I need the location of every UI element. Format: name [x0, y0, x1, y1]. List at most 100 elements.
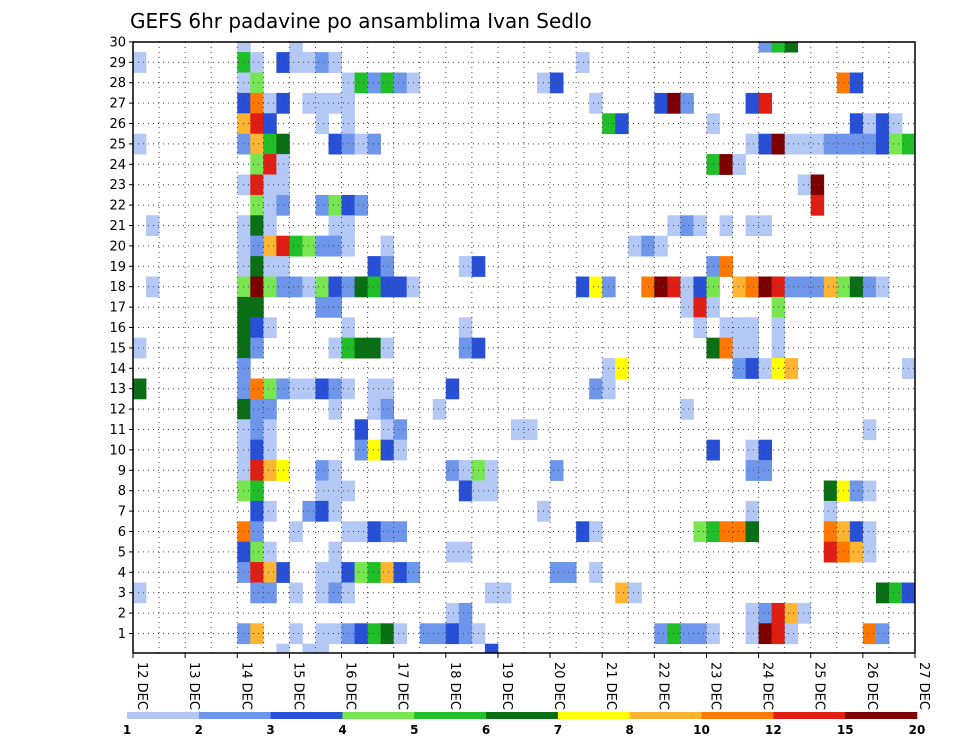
heatmap-cell: [693, 276, 707, 298]
heatmap-cell: [719, 215, 733, 237]
heatmap-cell: [862, 480, 877, 502]
heatmap-cell: [263, 113, 277, 135]
y-tick-label: 3: [118, 586, 126, 601]
heatmap-cell: [250, 154, 264, 175]
heatmap-cell: [393, 623, 408, 645]
heatmap-cell: [745, 317, 759, 339]
heatmap-cell: [146, 215, 160, 237]
heatmap-cell: [445, 541, 460, 563]
heatmap-cell: [849, 72, 864, 94]
heatmap-cell: [250, 235, 264, 257]
heatmap-cell: [745, 92, 759, 114]
heatmap-cell: [563, 562, 577, 583]
x-tick-label: 16 DEC: [343, 662, 358, 710]
heatmap-cell: [550, 562, 564, 583]
heatmap-cell: [458, 623, 473, 645]
heatmap-cell: [263, 562, 277, 583]
heatmap-cell: [654, 235, 668, 257]
heatmap-cell: [289, 378, 303, 400]
heatmap-cell: [263, 582, 277, 604]
y-tick-label: 23: [109, 178, 126, 193]
heatmap-cell: [328, 215, 342, 237]
heatmap-cell: [862, 419, 877, 441]
heatmap-cell: [419, 623, 434, 645]
heatmap-cell: [263, 215, 277, 237]
heatmap-cell: [315, 643, 329, 654]
heatmap-cell: [589, 92, 603, 114]
heatmap-cell: [432, 398, 447, 420]
y-tick-label: 18: [109, 280, 126, 295]
heatmap-cell: [250, 419, 264, 441]
heatmap-cell: [849, 521, 864, 543]
heatmap-cell: [888, 582, 903, 604]
heatmap-cell: [328, 398, 342, 420]
heatmap-cell: [771, 42, 786, 53]
heatmap-cell: [328, 460, 342, 481]
legend-color-swatch: [270, 712, 343, 719]
heatmap-cell: [289, 521, 303, 543]
heatmap-cell: [524, 419, 538, 441]
heatmap-cell: [654, 623, 668, 645]
heatmap-cell: [484, 582, 499, 604]
y-tick-label: 24: [109, 158, 126, 173]
heatmap-cell: [732, 154, 746, 175]
heatmap-cell: [458, 541, 473, 563]
heatmap-cell: [484, 480, 499, 502]
color-legend: 1 2 3 4 5 6 7 8 10 12 15 20: [123, 712, 926, 737]
heatmap-cell: [263, 174, 277, 196]
heatmap-cell: [367, 623, 382, 645]
heatmap-cell: [719, 337, 733, 359]
heatmap-cell: [719, 317, 733, 339]
heatmap-cell: [263, 235, 277, 257]
heatmap-cell: [354, 337, 368, 359]
heatmap-cell: [784, 42, 799, 53]
heatmap-cell: [823, 276, 838, 298]
heatmap-cell: [745, 133, 759, 155]
heatmap-cell: [784, 276, 799, 298]
legend-label: 20: [909, 723, 926, 737]
heatmap-cell: [380, 419, 395, 441]
y-tick-label: 2: [118, 607, 126, 622]
heatmap-cell: [758, 42, 773, 53]
y-tick-label: 28: [109, 76, 126, 91]
heatmap-cell: [328, 582, 342, 604]
heatmap-cell: [315, 52, 329, 73]
heatmap-cell: [484, 460, 499, 481]
heatmap-cell: [458, 256, 473, 277]
heatmap-cell: [589, 276, 603, 298]
x-tick-label: 19 DEC: [499, 662, 514, 710]
heatmap-cell: [250, 317, 264, 339]
heatmap-cell: [745, 521, 759, 543]
heatmap-cell: [367, 256, 382, 277]
x-tick-label: 22 DEC: [655, 662, 670, 710]
heatmap-cell: [328, 235, 342, 257]
heatmap-cell: [315, 113, 329, 135]
legend-label: 15: [837, 723, 854, 737]
heatmap-cell: [680, 296, 694, 318]
heatmap-cell: [719, 256, 733, 277]
heatmap-cell: [302, 500, 316, 522]
heatmap-cell: [263, 419, 277, 441]
chart-title: GEFS 6hr padavine po ansamblima Ivan Sed…: [130, 9, 592, 33]
heatmap-cell: [250, 174, 264, 196]
heatmap-cell: [354, 133, 368, 155]
y-tick-label: 26: [109, 117, 126, 132]
heatmap-cell: [380, 439, 395, 461]
heatmap-cell: [667, 92, 681, 114]
heatmap-cell: [719, 521, 733, 543]
heatmap-cell: [367, 72, 382, 94]
heatmap-cell: [315, 235, 329, 257]
heatmap-cell: [758, 276, 773, 298]
heatmap-cell: [797, 276, 812, 298]
heatmap-cell: [250, 194, 264, 216]
heatmap-cell: [823, 500, 838, 522]
legend-color-swatch: [414, 712, 487, 719]
heatmap-cell: [458, 317, 473, 339]
heatmap-cell: [263, 154, 277, 175]
heatmap-cell: [445, 623, 460, 645]
x-tick-label: 14 DEC: [238, 662, 253, 710]
y-tick-label: 6: [118, 525, 126, 540]
heatmap-cell: [237, 42, 251, 53]
heatmap-cell: [250, 521, 264, 543]
heatmap-cell: [745, 337, 759, 359]
